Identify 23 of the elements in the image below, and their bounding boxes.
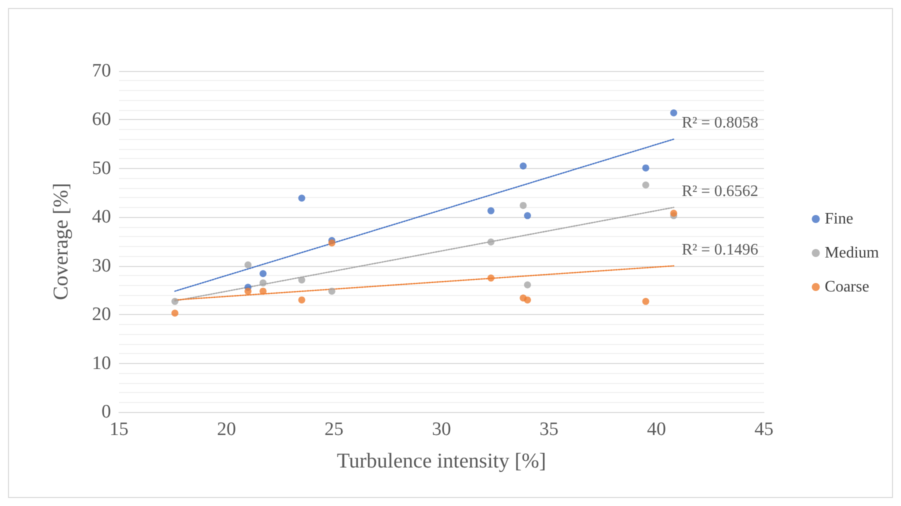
annotation: R² = 0.6562 xyxy=(682,182,758,200)
legend-label: Coarse xyxy=(824,278,870,296)
y-tick-label: 40 xyxy=(92,206,111,228)
x-tick-label: 40 xyxy=(647,419,666,440)
y-tick-label: 70 xyxy=(92,60,111,82)
x-tick-label: 20 xyxy=(217,419,236,440)
x-tick-label: 30 xyxy=(432,419,451,440)
y-axis-title: Coverage [%] xyxy=(48,182,72,300)
y-tick-label: 0 xyxy=(102,402,111,422)
x-tick-label: 45 xyxy=(754,419,774,440)
annotation: R² = 0.8058 xyxy=(682,114,758,132)
y-tick-label: 10 xyxy=(92,352,111,374)
x-tick-label: 35 xyxy=(540,419,558,440)
y-tick-label: 20 xyxy=(92,304,111,326)
x-tick-label: 25 xyxy=(324,419,344,440)
y-tick-label: 30 xyxy=(92,255,111,276)
y-tick-label: 50 xyxy=(92,158,111,179)
x-tick-label: 15 xyxy=(110,419,128,440)
y-tick-label: 60 xyxy=(92,109,111,130)
annotation: R² = 0.1496 xyxy=(682,241,758,258)
x-axis-title: Turbulence intensity [%] xyxy=(336,448,546,472)
legend-label: Fine xyxy=(824,210,854,228)
legend-label: Medium xyxy=(824,244,880,262)
